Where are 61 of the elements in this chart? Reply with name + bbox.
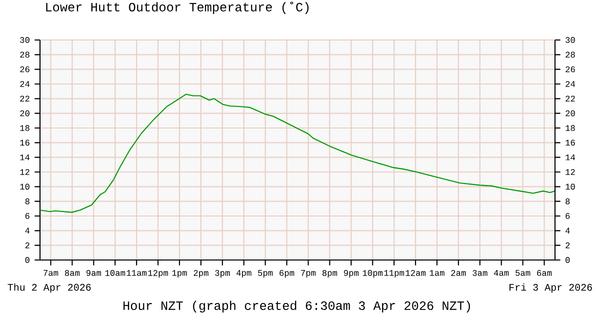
y-tick-label: 22 [20,96,30,102]
y-tick-label: 26 [20,66,30,72]
x-tick-label: 8am [64,270,80,276]
y2-tick-label: 4 [565,228,570,234]
x-tick-label: 11pm [384,270,404,278]
y-tick-label: 8 [25,198,30,204]
y2-tick-label: 26 [566,66,575,72]
x-tick-label: 9am [86,270,101,276]
x-tick-label: 3am [472,270,488,276]
y2-tick-label: 16 [566,140,575,146]
y-tick-label: 28 [20,52,30,58]
x-tick-label: 1pm [172,270,187,278]
y-tick-label: 12 [20,169,30,175]
y-tick-label: 4 [25,228,30,234]
x-tick-label: 10am [105,270,126,276]
x-tick-label: 6pm [280,270,294,278]
x-tick-label: 12pm [148,270,168,278]
x-tick-label: 7am [44,270,58,276]
y-tick-label: 16 [20,140,30,146]
x-tick-label: 2pm [194,270,208,278]
x-tick-label: 6am [537,270,552,276]
y2-tick-label: 10 [566,184,575,190]
x-tick-label: 10pm [362,270,383,278]
y2-tick-label: 0 [566,257,570,263]
x-tick-label: 4am [494,270,509,276]
y-tick-label: 20 [20,110,30,116]
y2-tick-label: 22 [566,96,575,102]
y2-tick-label: 30 [566,37,575,43]
x-tick-label: 8pm [322,270,338,278]
text: Thu 2 Apr 2026 [8,283,91,293]
y2-tick-label: 6 [566,213,570,219]
x-tick-label: 2am [451,270,466,276]
y2-tick-label: 14 [566,154,575,160]
y2-tick-label: 18 [566,125,575,131]
x-tick-label: 1am [430,270,444,276]
y2-tick-label: 24 [566,81,575,87]
x-tick-label: 7pm [301,270,316,278]
chart-title: Lower Hutt Outdoor Temperature (˚C) [46,2,309,14]
y-tick-label: 24 [20,81,30,87]
text: Fri 3 Apr 2026 [510,283,592,293]
x-tick-label: 3pm [215,270,230,278]
x-tick-label: 4pm [236,270,252,278]
y2-tick-label: 28 [566,52,575,58]
y-tick-label: 2 [25,242,30,248]
y2-tick-label: 12 [566,169,575,175]
y-tick-label: 14 [20,154,30,160]
x-tick-label: 11am [126,270,147,276]
y-tick-label: 6 [25,213,30,219]
x-tick-label: 5am [516,270,530,276]
y-tick-label: 18 [20,125,30,131]
x-tick-label: 5pm [258,270,273,278]
y2-tick-label: 2 [566,242,570,248]
y2-tick-label: 8 [566,198,570,204]
x-axis-title: Hour NZT (graph created 6:30am 3 Apr 2026 NZT) [124,300,470,313]
y2-tick-label: 20 [566,110,575,116]
y-tick-label: 10 [20,184,30,190]
line-series [40,94,555,213]
x-tick-label: 12am [406,270,426,276]
y-tick-label: 30 [20,37,30,43]
y-tick-label: 0 [25,257,30,263]
x-tick-label: 9pm [344,270,358,278]
